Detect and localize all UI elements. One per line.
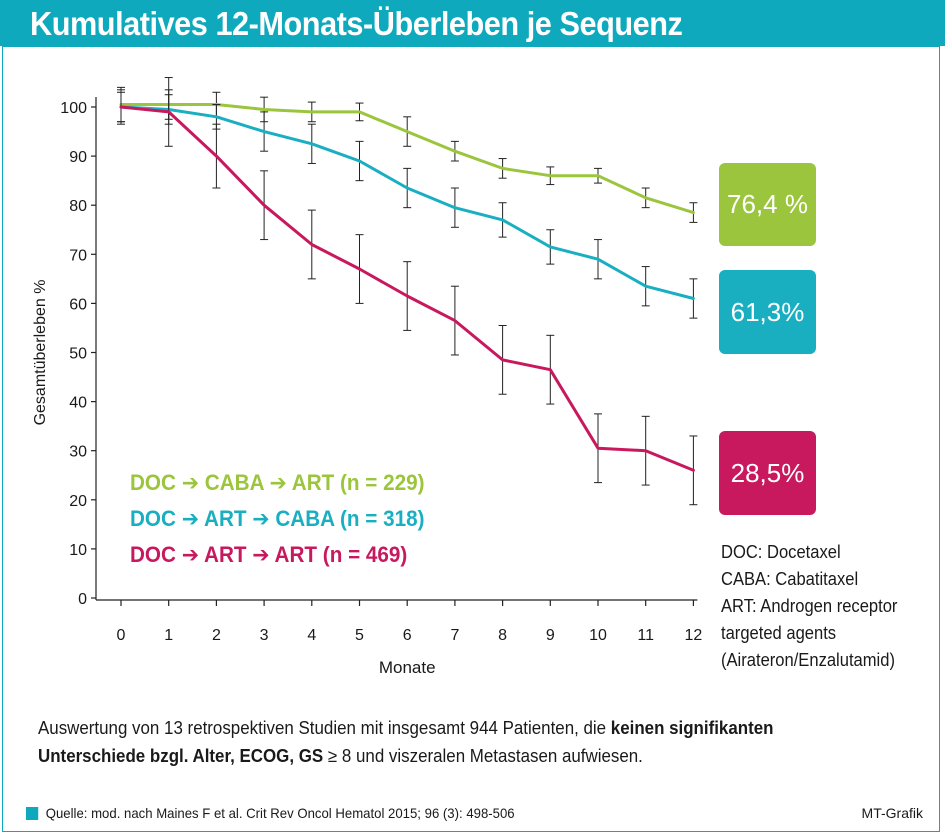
y-tick-label: 90 [69,149,87,166]
chart-title: Kumulatives 12-Monats-Überleben je Seque… [30,5,683,42]
x-tick-label: 0 [117,627,126,644]
abbreviation-art-cont: targeted agents [721,623,837,643]
abbreviation-art: ART: Androgen receptor [721,596,898,616]
abbreviation-doc: DOC: Docetaxel [721,542,841,562]
series-line-1 [119,105,695,300]
x-tick-label: 1 [164,627,173,644]
series-line-2 [119,105,695,472]
study-note: Auswertung von 13 retrospektiven Studien… [38,714,865,770]
x-tick-label: 7 [450,627,459,644]
title-bar: Kumulatives 12-Monats-Überleben je Seque… [0,0,945,46]
x-tick-label: 9 [546,627,555,644]
x-tick-label: 8 [498,627,507,644]
x-tick-label: 3 [260,627,269,644]
y-tick-label: 70 [69,247,87,264]
y-tick-label: 80 [69,198,87,215]
y-tick-label: 40 [69,395,87,412]
y-axis-label: Gesamtüberleben % [32,280,49,426]
endpoint-badge-doc-art-caba: 61,3% [719,270,816,354]
y-tick-label: 100 [60,100,87,117]
y-tick-label: 0 [78,591,87,608]
study-note-end: ≥ 8 und viszeralen Metastasen aufwiesen. [323,746,643,766]
y-tick-label: 50 [69,346,87,363]
x-tick-label: 2 [212,627,221,644]
study-note-text: Auswertung von 13 retrospektiven Studien… [38,718,611,738]
x-tick-label: 12 [685,627,703,644]
abbreviation-art-examples: (Airateron/Enzalutamid) [721,650,895,670]
endpoint-badge-doc-caba-art: 76,4 % [719,163,816,246]
legend-item-doc-art-caba: DOC ➔ ART ➔ CABA (n = 318) [130,506,425,531]
y-tick-label: 10 [69,542,87,559]
x-tick-label: 10 [589,627,607,644]
study-note-bold: keinen signifikanten Unterschiede bzgl. … [38,718,774,766]
x-tick-label: 4 [307,627,316,644]
y-tick-label: 20 [69,493,87,510]
source-square-icon [26,806,39,820]
credit-text: MT-Grafik [861,805,923,821]
x-axis-label: Monate [379,658,436,677]
x-tick-label: 6 [403,627,412,644]
legend-item-doc-art-art: DOC ➔ ART ➔ ART (n = 469) [130,542,408,567]
y-tick-label: 30 [69,444,87,461]
legend-item-doc-caba-art: DOC ➔ CABA ➔ ART (n = 229) [130,470,425,495]
y-tick-label: 60 [69,296,87,313]
source-text: Quelle: mod. nach Maines F et al. Crit R… [45,805,515,821]
endpoint-badge-doc-art-art: 28,5% [719,431,816,515]
x-tick-label: 5 [355,627,364,644]
abbreviation-caba: CABA: Cabatitaxel [721,569,859,589]
chart-frame [2,46,940,832]
x-tick-label: 11 [637,627,654,644]
source-line: Quelle: mod. nach Maines F et al. Crit R… [26,805,515,821]
